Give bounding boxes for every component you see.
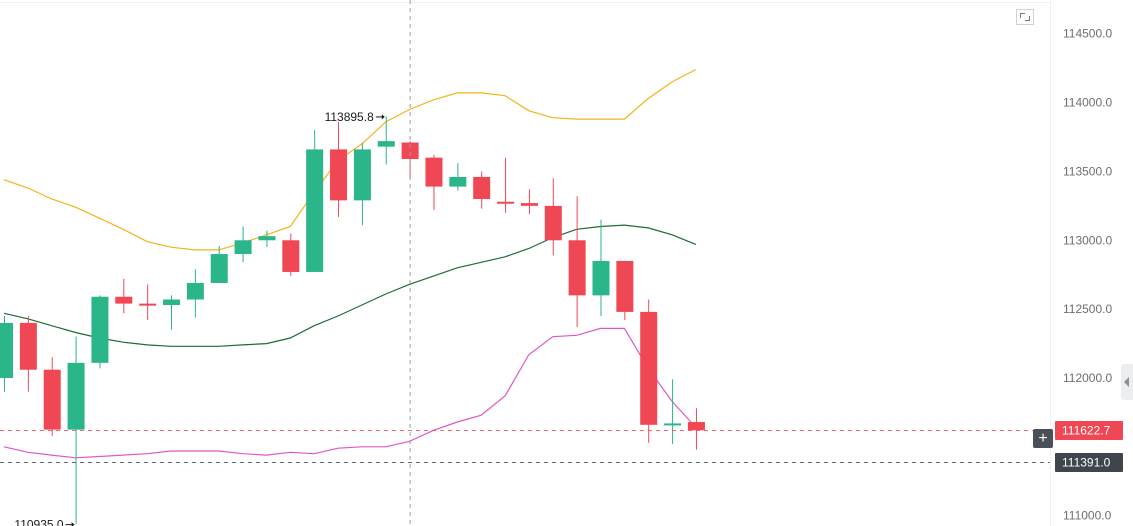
candle-body [282, 240, 300, 272]
upper-band-line [3, 68, 697, 251]
candle-body [449, 176, 467, 187]
candle [664, 379, 682, 445]
candle [210, 245, 228, 283]
bollinger-bands [3, 68, 697, 459]
candle-body [67, 362, 85, 430]
candle-body [234, 240, 252, 255]
annotation-arrowhead [71, 522, 75, 526]
annotation-arrowhead [381, 114, 385, 120]
candle-body [19, 322, 37, 370]
y-axis: 111622.7 111391.0 114500.0 114000.0 113500.0… [1055, 27, 1123, 523]
candle-body [544, 205, 562, 241]
y-axis-tick-label: 111000.0 [1063, 509, 1112, 523]
candle-body [664, 423, 682, 426]
candle [282, 233, 300, 277]
candle [353, 142, 371, 226]
candle-body [330, 149, 348, 201]
candle [186, 269, 204, 318]
candle [640, 299, 658, 443]
expand-icon[interactable] [1016, 9, 1034, 25]
candle-body [425, 157, 443, 187]
side-panel-toggle[interactable] [1121, 364, 1133, 400]
candle-body [43, 369, 61, 430]
candle-body [115, 296, 133, 304]
price-lines [0, 0, 1050, 526]
extreme-annotation: 113895.8 [325, 110, 385, 124]
candle [19, 316, 37, 392]
price-badge-label: 111622.7 [1062, 424, 1111, 438]
candle-body [592, 260, 610, 296]
price-badge-label: 111391.0 [1062, 456, 1111, 470]
candle-body [520, 203, 538, 206]
candle [115, 278, 133, 314]
candle-body [139, 303, 157, 306]
candle-body [497, 201, 515, 204]
candle [520, 189, 538, 215]
candle [449, 163, 467, 191]
candle [234, 226, 252, 263]
candle-body [616, 260, 634, 312]
candle-body [0, 322, 13, 378]
candle-body [186, 282, 204, 300]
candle-body [377, 141, 395, 147]
candle-body [210, 254, 228, 283]
candle [91, 295, 109, 369]
extreme-annotation: 110935.0 [14, 518, 75, 526]
candle [687, 408, 705, 450]
candle [425, 154, 443, 210]
annotation-label: 113895.8 [325, 110, 374, 124]
candle [0, 316, 13, 392]
y-axis-tick-label: 113500.0 [1063, 164, 1112, 178]
y-axis-tick-label: 112500.0 [1063, 302, 1112, 316]
candle [43, 357, 61, 436]
candle-body [401, 142, 419, 160]
candle [497, 157, 515, 213]
candle [163, 295, 181, 330]
candle [568, 196, 586, 328]
y-axis-tick-label: 112000.0 [1063, 371, 1112, 385]
candles [0, 116, 705, 524]
candle-body [258, 236, 276, 241]
candle-body [473, 176, 491, 199]
middle-band-line [3, 224, 697, 347]
candle [592, 219, 610, 317]
candle [67, 336, 85, 524]
y-axis-tick-label: 114500.0 [1063, 27, 1112, 41]
candle [473, 171, 491, 209]
candle [544, 178, 562, 256]
candle [330, 121, 348, 217]
annotations: 113895.8 110935.0 [14, 110, 385, 526]
candle [258, 230, 276, 248]
candle-body [640, 311, 658, 425]
price-badge [1055, 453, 1123, 472]
candle-body [353, 149, 371, 201]
candle [139, 284, 157, 321]
candle [616, 260, 634, 321]
candle-body [687, 422, 705, 431]
candle [377, 116, 395, 165]
lower-band-line [3, 327, 697, 459]
y-axis-tick-label: 113000.0 [1063, 233, 1112, 247]
candle [306, 130, 324, 272]
price-badge [1055, 421, 1123, 440]
candle-body [91, 296, 109, 363]
candle-body [306, 149, 324, 272]
annotation-label: 110935.0 [14, 518, 63, 526]
candle-body [568, 240, 586, 296]
y-axis-tick-label: 114000.0 [1063, 96, 1112, 110]
candle-body [163, 299, 181, 305]
add-price-alert-button[interactable]: + [1033, 429, 1053, 448]
